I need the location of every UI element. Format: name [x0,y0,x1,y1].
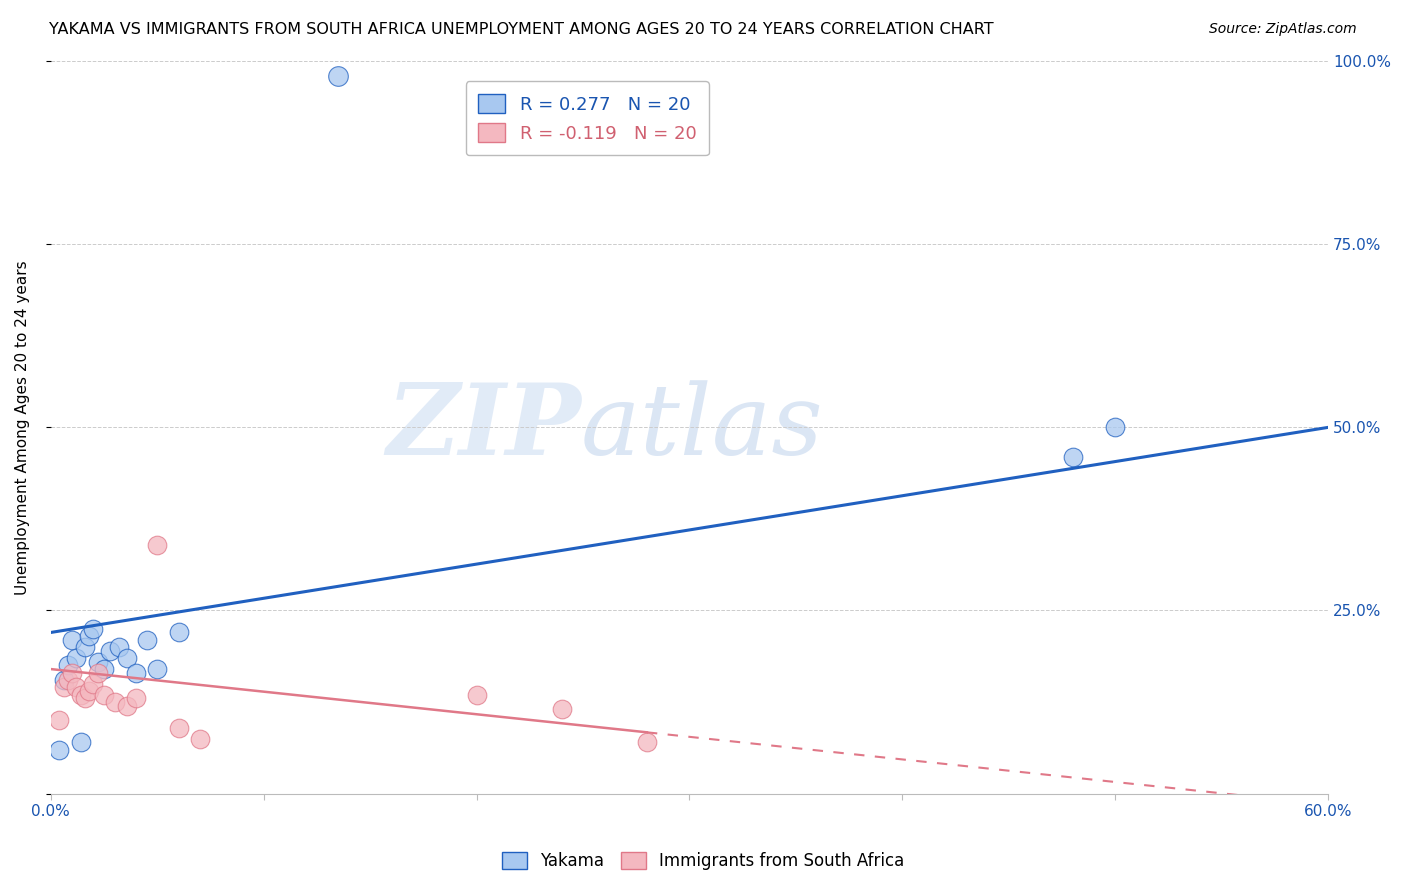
Point [93,688,115,702]
Point [135,632,157,647]
Point [167,625,190,640]
Point [1062,450,1084,464]
Point [86,665,108,680]
Point [465,688,488,702]
Point [52,673,75,687]
Point [56,673,79,687]
Point [104,695,127,709]
Point [125,691,148,706]
Point [117,698,139,713]
Point [65,681,87,695]
Point [65,651,87,665]
Point [82,677,104,691]
Point [636,735,658,749]
Point [77,629,100,643]
Point [117,651,139,665]
Point [100,644,122,658]
Text: ZIP: ZIP [385,379,581,475]
Point [73,691,96,706]
Point [77,684,100,698]
Point [125,665,148,680]
Point [146,537,169,551]
Point [52,681,75,695]
Point [86,655,108,669]
Point [93,662,115,676]
Point [551,702,574,716]
Point [60,665,83,680]
Legend: Yakama, Immigrants from South Africa: Yakama, Immigrants from South Africa [495,845,911,877]
Point [48,742,70,756]
Point [82,622,104,636]
Point [146,662,169,676]
Point [328,69,350,83]
Point [167,721,190,735]
Point [69,735,91,749]
Point [69,688,91,702]
Text: Source: ZipAtlas.com: Source: ZipAtlas.com [1209,22,1357,37]
Point [56,658,79,673]
Legend: R = 0.277   N = 20, R = -0.119   N = 20: R = 0.277 N = 20, R = -0.119 N = 20 [465,81,709,155]
Text: atlas: atlas [581,380,824,475]
Point [188,731,211,746]
Y-axis label: Unemployment Among Ages 20 to 24 years: Unemployment Among Ages 20 to 24 years [15,260,30,595]
Point [60,632,83,647]
Point [73,640,96,654]
Point [48,714,70,728]
Point [1104,420,1126,434]
Point [108,640,131,654]
Text: YAKAMA VS IMMIGRANTS FROM SOUTH AFRICA UNEMPLOYMENT AMONG AGES 20 TO 24 YEARS CO: YAKAMA VS IMMIGRANTS FROM SOUTH AFRICA U… [49,22,994,37]
